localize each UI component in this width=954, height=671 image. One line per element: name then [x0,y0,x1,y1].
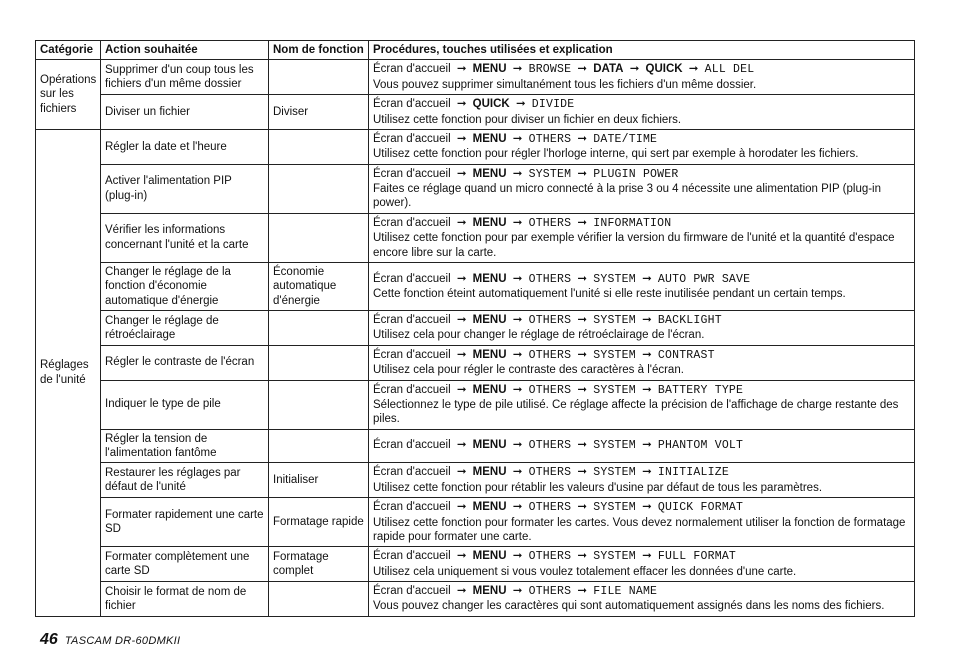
table-row: Activer l'alimentation PIP (plug-in) Écr… [36,164,915,213]
proc-path: Écran d'accueil ➞ MENU ➞ OTHERS ➞ FILE N… [373,585,657,597]
action: Changer le réglage de la fonction d'écon… [101,262,269,310]
table-row: Régler la tension de l'alimentation fant… [36,429,915,463]
proc-desc: Cette fonction éteint automatiquement l'… [373,288,846,300]
action: Diviser un fichier [101,95,269,130]
func: Diviser [269,95,369,130]
proc-desc: Sélectionnez le type de pile utilisé. Ce… [373,399,898,425]
proc-path: Écran d'accueil ➞ MENU ➞ OTHERS ➞ DATE/T… [373,133,657,145]
func [269,582,369,617]
proc-desc: Utilisez cette fonction pour formater le… [373,517,905,543]
func [269,213,369,262]
hdr-action: Action souhaitée [101,41,269,60]
func [269,380,369,429]
table-row: Changer le réglage de la fonction d'écon… [36,262,915,310]
table-row: Changer le réglage de rétroéclairage Écr… [36,311,915,346]
proc-path: Écran d'accueil ➞ MENU ➞ BROWSE ➞ DATA ➞… [373,63,754,75]
func [269,164,369,213]
proc: Écran d'accueil ➞ MENU ➞ OTHERS ➞ SYSTEM… [369,262,915,310]
proc-path: Écran d'accueil ➞ QUICK ➞ DIVIDE [373,98,574,110]
page-number: 46 [40,631,58,648]
action: Formater complètement une carte SD [101,547,269,582]
proc-path: Écran d'accueil ➞ MENU ➞ OTHERS ➞ SYSTEM… [373,384,743,396]
action: Choisir le format de nom de fichier [101,582,269,617]
func [269,345,369,380]
proc-path: Écran d'accueil ➞ MENU ➞ OTHERS ➞ SYSTEM… [373,466,729,478]
proc-desc: Vous pouvez supprimer simultanément tous… [373,79,756,91]
action: Vérifier les informations concernant l'u… [101,213,269,262]
table-row: Régler le contraste de l'écran Écran d'a… [36,345,915,380]
table-row: Réglages de l'unité Régler la date et l'… [36,129,915,164]
proc: Écran d'accueil ➞ MENU ➞ OTHERS ➞ SYSTEM… [369,429,915,463]
proc-desc: Utilisez cette fonction pour diviser un … [373,114,681,126]
action: Restaurer les réglages par défaut de l'u… [101,463,269,498]
proc-desc: Utilisez cela pour régler le contraste d… [373,364,684,376]
proc: Écran d'accueil ➞ MENU ➞ OTHERS ➞ FILE N… [369,582,915,617]
table-row: Vérifier les informations concernant l'u… [36,213,915,262]
proc: Écran d'accueil ➞ MENU ➞ OTHERS ➞ INFORM… [369,213,915,262]
proc-desc: Utilisez cette fonction pour par exemple… [373,232,895,258]
model-name: TASCAM DR-60DMKII [65,635,181,647]
func: Formatage complet [269,547,369,582]
action: Formater rapidement une carte SD [101,498,269,547]
action: Activer l'alimentation PIP (plug-in) [101,164,269,213]
func [269,429,369,463]
table-row: Formater complètement une carte SD Forma… [36,547,915,582]
proc-desc: Utilisez cela pour changer le réglage de… [373,329,704,341]
proc-path: Écran d'accueil ➞ MENU ➞ OTHERS ➞ SYSTEM… [373,349,715,361]
func: Initialiser [269,463,369,498]
proc-desc: Faites ce réglage quand un micro connect… [373,183,881,209]
proc-path: Écran d'accueil ➞ MENU ➞ OTHERS ➞ SYSTEM… [373,273,750,285]
proc: Écran d'accueil ➞ MENU ➞ OTHERS ➞ SYSTEM… [369,547,915,582]
table-row: Formater rapidement une carte SD Formata… [36,498,915,547]
proc-path: Écran d'accueil ➞ MENU ➞ OTHERS ➞ INFORM… [373,217,671,229]
proc-desc: Utilisez cette fonction pour rétablir le… [373,482,822,494]
proc-desc: Utilisez cette fonction pour régler l'ho… [373,148,858,160]
cat-files: Opérations sur les fichiers [36,60,101,130]
proc: Écran d'accueil ➞ MENU ➞ OTHERS ➞ DATE/T… [369,129,915,164]
proc-path: Écran d'accueil ➞ MENU ➞ OTHERS ➞ SYSTEM… [373,550,736,562]
proc: Écran d'accueil ➞ MENU ➞ SYSTEM ➞ PLUGIN… [369,164,915,213]
action: Supprimer d'un coup tous les fichiers d'… [101,60,269,95]
table-row: Indiquer le type de pile Écran d'accueil… [36,380,915,429]
proc: Écran d'accueil ➞ MENU ➞ OTHERS ➞ SYSTEM… [369,463,915,498]
proc: Écran d'accueil ➞ MENU ➞ BROWSE ➞ DATA ➞… [369,60,915,95]
table-header-row: Catégorie Action souhaitée Nom de foncti… [36,41,915,60]
func [269,311,369,346]
proc-path: Écran d'accueil ➞ MENU ➞ OTHERS ➞ SYSTEM… [373,501,743,513]
hdr-func: Nom de fonction [269,41,369,60]
proc: Écran d'accueil ➞ MENU ➞ OTHERS ➞ SYSTEM… [369,380,915,429]
proc: Écran d'accueil ➞ MENU ➞ OTHERS ➞ SYSTEM… [369,345,915,380]
proc: Écran d'accueil ➞ QUICK ➞ DIVIDE Utilisez… [369,95,915,130]
table-row: Opérations sur les fichiers Supprimer d'… [36,60,915,95]
table-row: Diviser un fichier Diviser Écran d'accue… [36,95,915,130]
func [269,60,369,95]
table-row: Restaurer les réglages par défaut de l'u… [36,463,915,498]
proc-desc: Vous pouvez changer les caractères qui s… [373,600,884,612]
quick-ref-table: Catégorie Action souhaitée Nom de foncti… [35,40,915,617]
action: Indiquer le type de pile [101,380,269,429]
proc: Écran d'accueil ➞ MENU ➞ OTHERS ➞ SYSTEM… [369,498,915,547]
func: Économie automatique d'énergie [269,262,369,310]
hdr-cat: Catégorie [36,41,101,60]
table-row: Choisir le format de nom de fichier Écra… [36,582,915,617]
action: Régler la date et l'heure [101,129,269,164]
func [269,129,369,164]
action: Régler la tension de l'alimentation fant… [101,429,269,463]
proc-path: Écran d'accueil ➞ MENU ➞ OTHERS ➞ SYSTEM… [373,314,722,326]
cat-unit: Réglages de l'unité [36,129,101,616]
hdr-proc: Procédures, touches utilisées et explica… [369,41,915,60]
proc-path: Écran d'accueil ➞ MENU ➞ SYSTEM ➞ PLUGIN… [373,168,678,180]
page-footer: 46 TASCAM DR-60DMKII [40,631,180,649]
proc-desc: Utilisez cela uniquement si vous voulez … [373,566,796,578]
action: Changer le réglage de rétroéclairage [101,311,269,346]
action: Régler le contraste de l'écran [101,345,269,380]
func: Formatage rapide [269,498,369,547]
proc-path: Écran d'accueil ➞ MENU ➞ OTHERS ➞ SYSTEM… [373,439,743,451]
proc: Écran d'accueil ➞ MENU ➞ OTHERS ➞ SYSTEM… [369,311,915,346]
